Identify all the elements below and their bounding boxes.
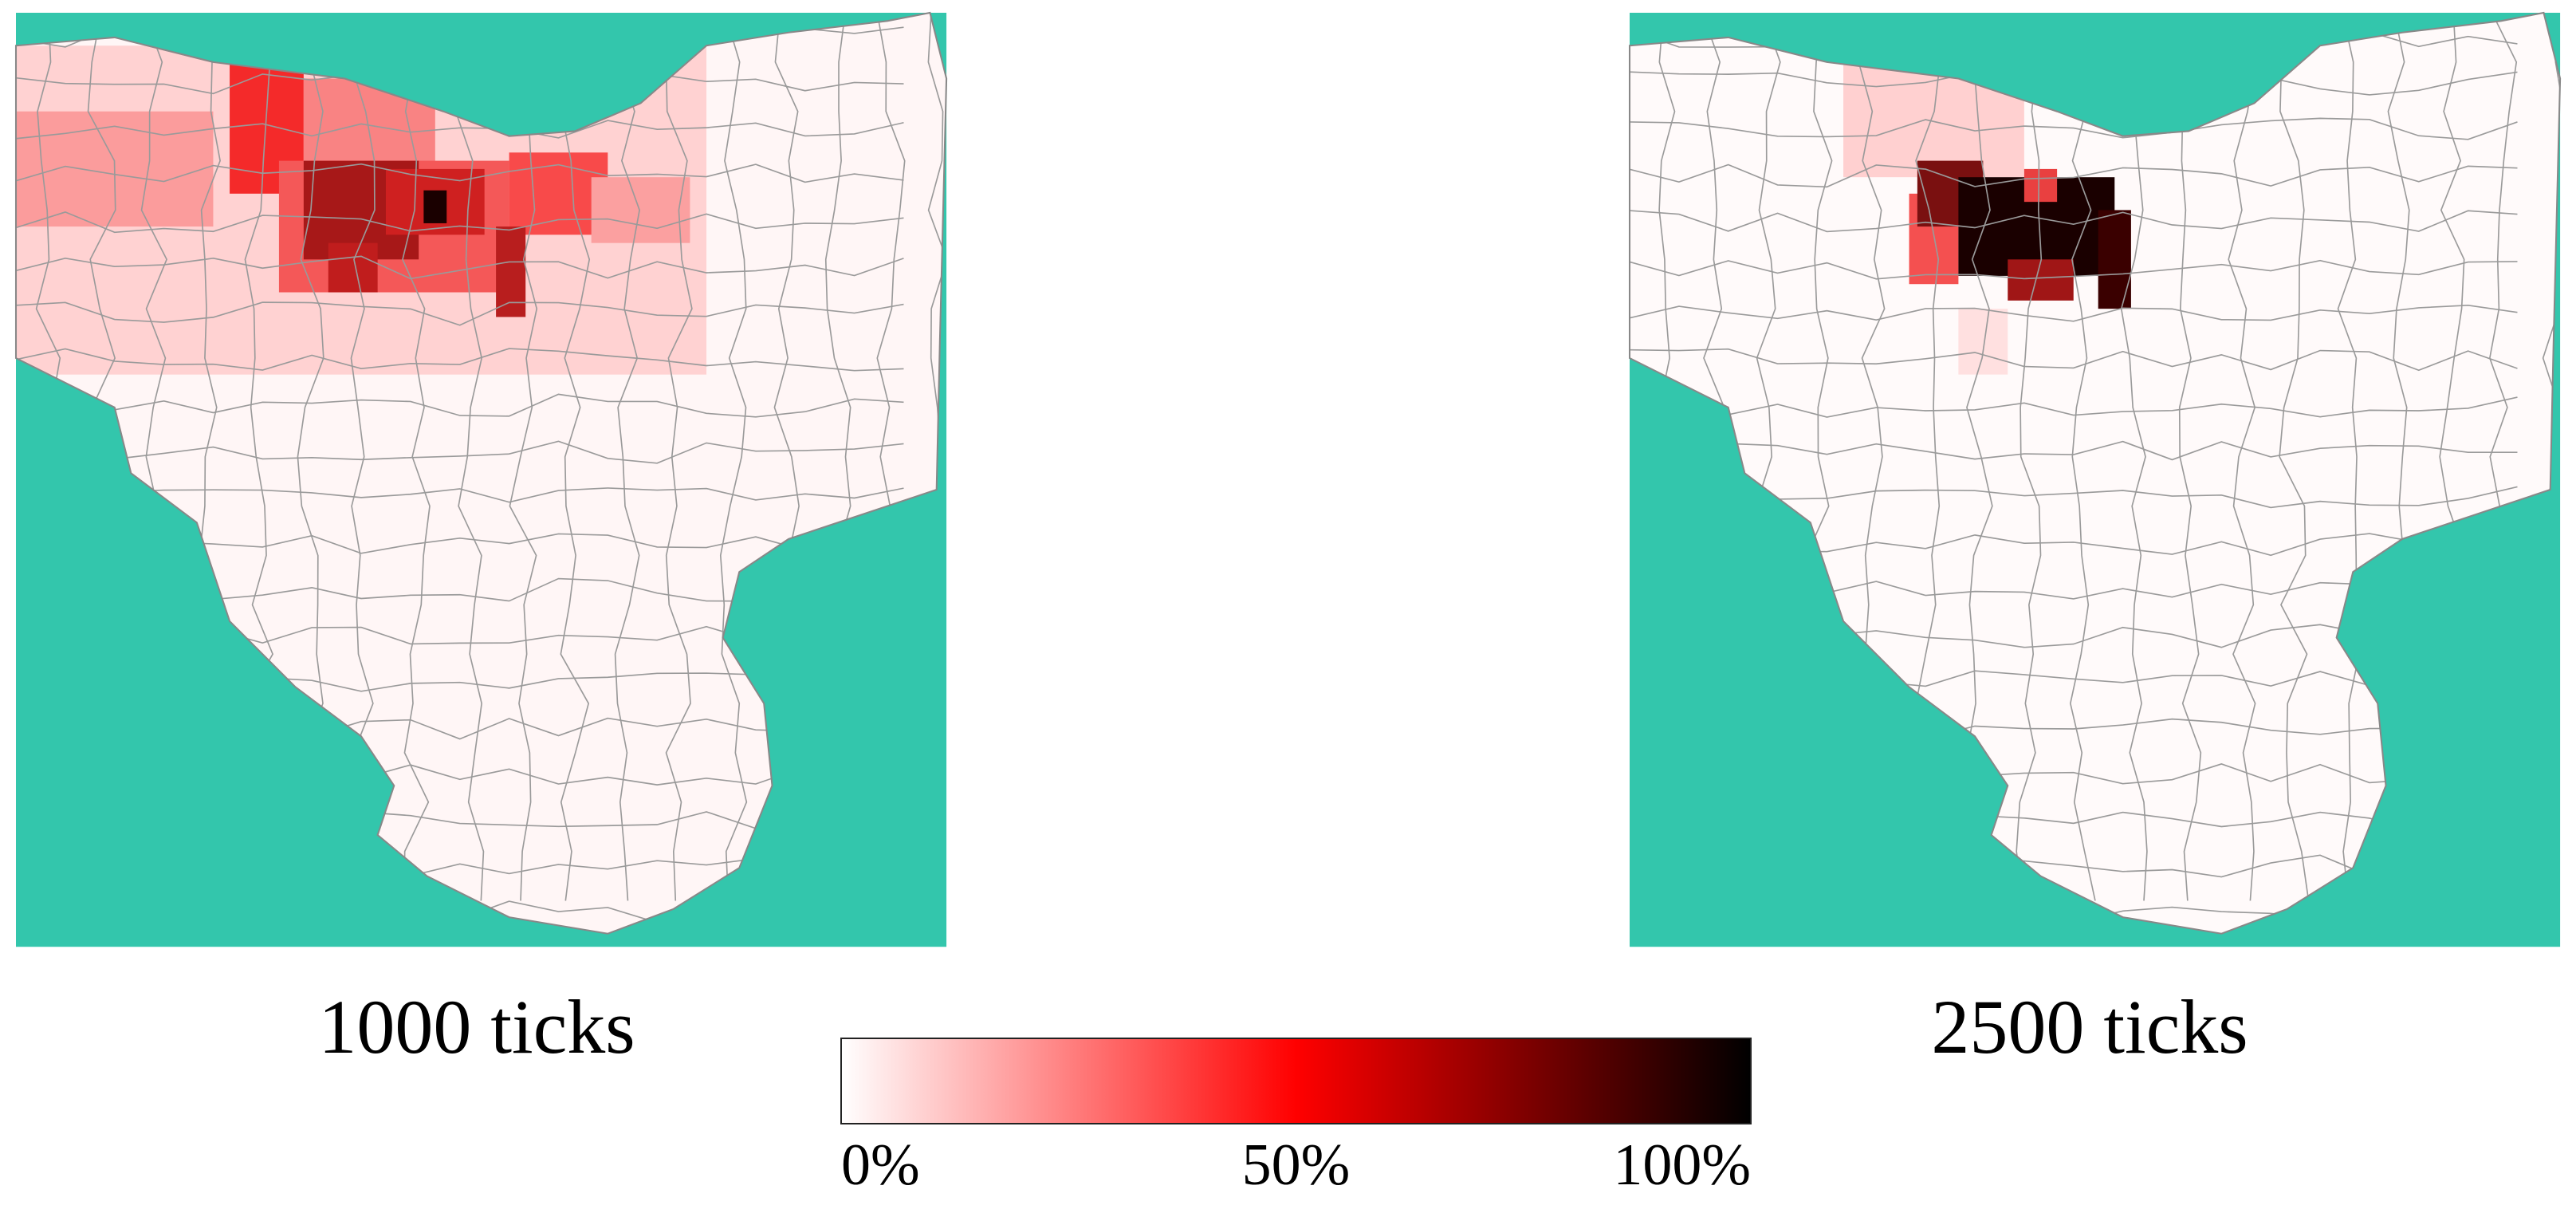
district-boundary xyxy=(2279,13,2310,901)
district-boundary xyxy=(1630,348,2518,372)
map-panel xyxy=(1628,11,2562,947)
district-boundary xyxy=(454,13,485,901)
district-boundary xyxy=(16,301,904,326)
map-panel xyxy=(14,11,948,947)
district-boundary xyxy=(16,393,904,418)
district-boundary xyxy=(16,487,904,503)
colorbar-tick-label: 0% xyxy=(841,1132,920,1198)
panel-title: 2500 ticks xyxy=(1931,984,2248,1069)
district-boundary xyxy=(614,13,640,901)
land-outline xyxy=(14,11,948,935)
district-boundary xyxy=(16,211,904,234)
district-boundary xyxy=(402,13,431,901)
colorbar-tick-label: 100% xyxy=(1613,1132,1751,1198)
district-boundary xyxy=(1630,396,2518,418)
district-boundary xyxy=(2228,13,2256,901)
district-boundary xyxy=(560,13,591,901)
district-boundary xyxy=(1630,305,2518,322)
heat-regions xyxy=(1843,61,2131,375)
district-boundary xyxy=(2337,13,2360,901)
district-boundary xyxy=(2069,13,2096,901)
land xyxy=(1630,13,2561,934)
district-boundary xyxy=(16,255,904,280)
colorbar xyxy=(840,1038,1752,1124)
district-boundary xyxy=(16,348,904,372)
colorbar-tick-label: 50% xyxy=(1242,1132,1351,1198)
district-boundary xyxy=(16,163,904,183)
district-boundary xyxy=(16,440,904,464)
district-boundary xyxy=(509,13,538,901)
district-boundary xyxy=(1630,259,2518,280)
district-boundary xyxy=(2120,13,2148,901)
panel-title: 1000 ticks xyxy=(318,984,635,1069)
district-boundary xyxy=(2016,13,2043,901)
district-boundary xyxy=(719,13,748,901)
district-boundary xyxy=(1630,163,2518,188)
district-boundary xyxy=(1630,117,2518,140)
district-boundary xyxy=(1630,210,2518,233)
land-outline xyxy=(1628,11,2562,935)
district-boundary xyxy=(16,120,904,140)
district-boundary xyxy=(1630,439,2518,461)
